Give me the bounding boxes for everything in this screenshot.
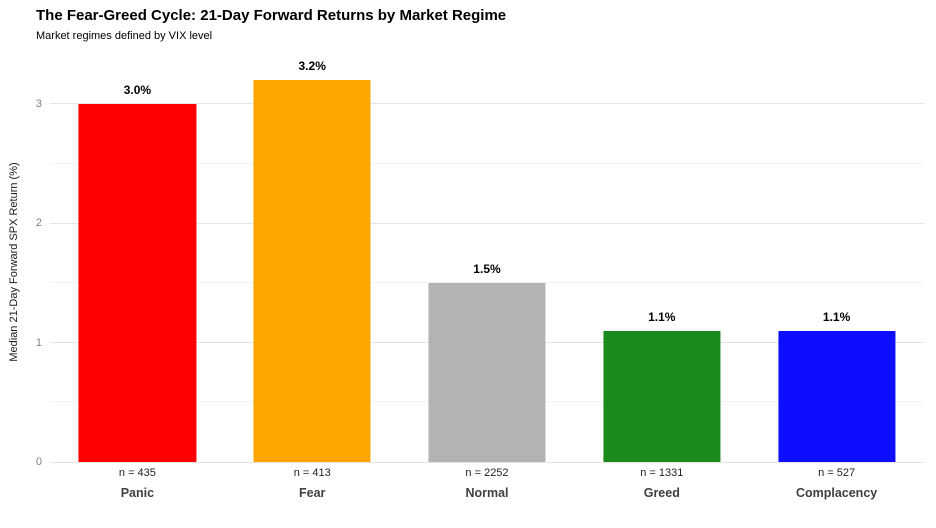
- bar-panic: [78, 103, 196, 462]
- bar-band: 3.0%: [50, 62, 225, 462]
- y-axis-label: Median 21-Day Forward SPX Return (%): [8, 162, 20, 362]
- sample-size-label: n = 2252: [465, 467, 509, 479]
- major-gridline: [50, 103, 924, 105]
- sample-size-label: n = 413: [293, 467, 331, 479]
- chart-subtitle: Market regimes defined by VIX level: [36, 30, 213, 42]
- minor-gridline: [50, 162, 924, 164]
- category-label: Normal: [465, 486, 509, 500]
- bar-greed: [603, 330, 721, 462]
- bar-complacency: [778, 330, 896, 462]
- bar-fear: [253, 79, 371, 462]
- category-label-row: Panic Fear Normal Greed Complacency: [50, 486, 924, 500]
- plot-area: 3.0% 3.2% 1.5% 1.1% 1.1%: [50, 58, 924, 463]
- category-label: Complacency: [795, 486, 878, 500]
- y-tick-label: 3: [35, 97, 42, 110]
- y-tick-label: 1: [35, 336, 42, 349]
- minor-gridline: [50, 281, 924, 283]
- bar-value-label: 3.2%: [298, 58, 326, 73]
- bars-container: 3.0% 3.2% 1.5% 1.1% 1.1%: [50, 58, 924, 462]
- chart-title: The Fear-Greed Cycle: 21-Day Forward Ret…: [36, 7, 507, 24]
- sample-size-row: n = 435 n = 413 n = 2252 n = 1331 n = 527: [50, 467, 924, 479]
- sample-size-label: n = 435: [118, 467, 156, 479]
- category-label: Greed: [643, 486, 680, 500]
- bar-value-label: 1.1%: [648, 309, 676, 324]
- bar-value-label: 1.5%: [473, 261, 501, 276]
- bar-band: 1.1%: [749, 62, 924, 462]
- y-tick-label: 0: [35, 456, 42, 468]
- category-label: Panic: [120, 486, 155, 500]
- bar-band: 1.5%: [400, 62, 575, 462]
- bar-normal: [428, 282, 546, 462]
- y-tick-label: 2: [35, 217, 42, 230]
- bar-band: 3.2%: [225, 58, 400, 462]
- major-gridline: [50, 222, 924, 224]
- sample-size-label: n = 1331: [640, 467, 684, 479]
- major-gridline: [50, 461, 924, 463]
- category-label: Fear: [298, 486, 326, 500]
- bar-band: 1.1%: [574, 62, 749, 462]
- bar-value-label: 3.0%: [123, 82, 152, 97]
- bar-value-label: 1.1%: [822, 309, 851, 324]
- sample-size-label: n = 527: [818, 467, 856, 479]
